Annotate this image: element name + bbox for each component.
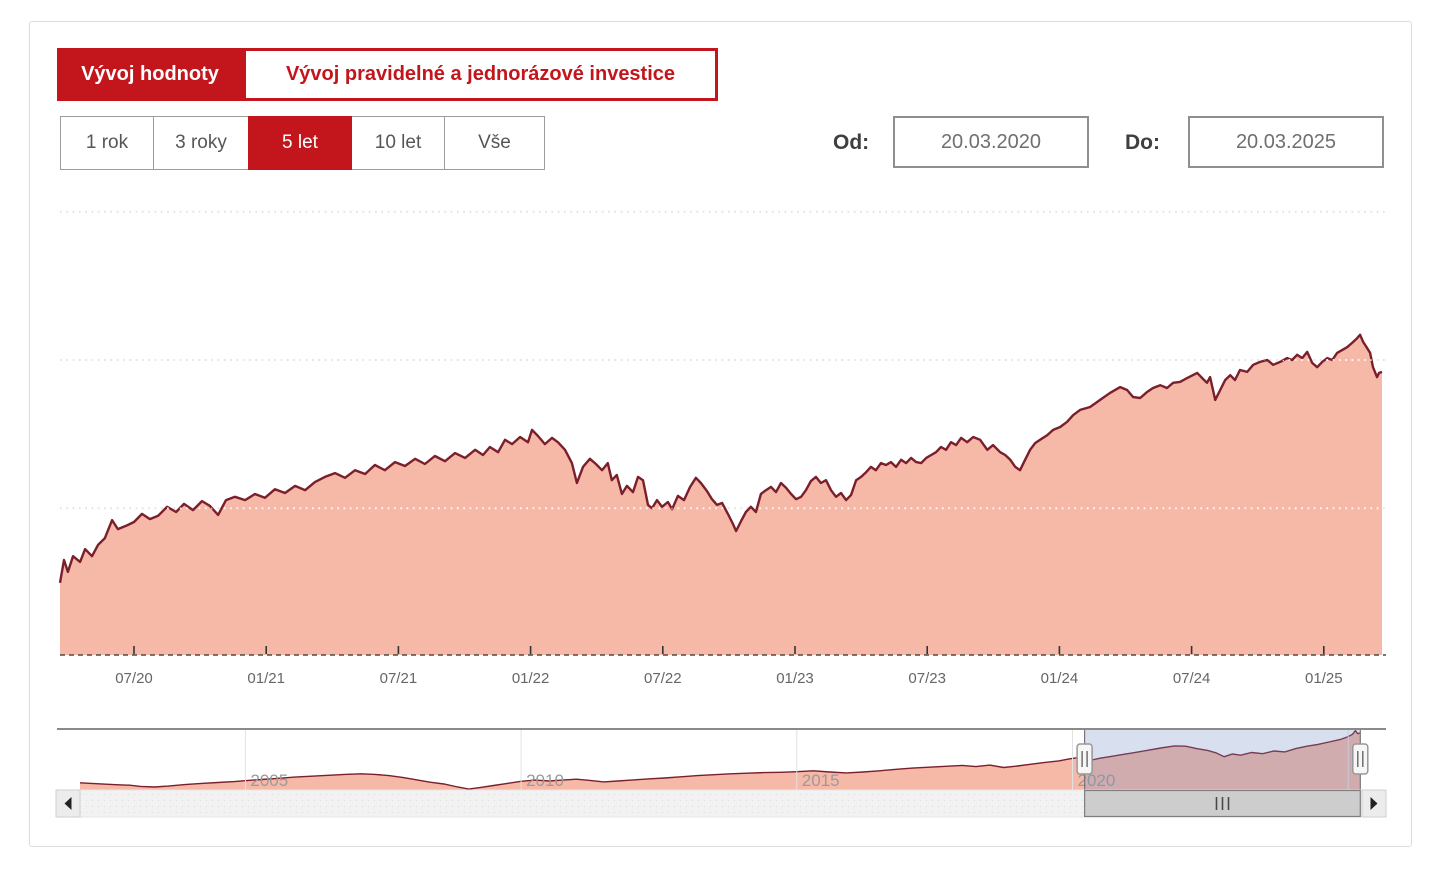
x-axis-label: 01/21: [247, 670, 285, 687]
navigator-year-label: 2020: [1078, 771, 1116, 790]
chart-tab-bar: Vývoj hodnoty Vývoj pravidelné a jednorá…: [57, 48, 718, 101]
navigator-right-handle[interactable]: [1352, 743, 1369, 775]
tab-vyvoj-hodnoty[interactable]: Vývoj hodnoty: [81, 63, 219, 85]
date-to-input[interactable]: 20.03.2025: [1188, 116, 1384, 168]
value-area-fill: [60, 334, 1382, 655]
x-axis-label: 07/22: [644, 670, 682, 687]
x-axis-label: 07/24: [1173, 670, 1211, 687]
range-button-vse[interactable]: Vše: [444, 116, 545, 170]
tab-vyvoj-investice[interactable]: Vývoj pravidelné a jednorázové investice: [246, 51, 715, 98]
navigator-year-label: 2015: [802, 771, 840, 790]
x-axis-label: 01/23: [776, 670, 814, 687]
scrollbar-left-arrow-icon: [64, 797, 72, 810]
date-to-label: Do:: [1125, 131, 1160, 154]
x-axis-label: 01/24: [1041, 670, 1079, 687]
navigator-line: [79, 729, 1361, 790]
x-axis-label: 07/20: [115, 670, 153, 687]
navigator-year-label: 2005: [250, 771, 288, 790]
navigator-scrollbar[interactable]: [55, 789, 1387, 818]
navigator-year-label: 2010: [526, 771, 564, 790]
navigator-window[interactable]: [57, 728, 1386, 792]
navigator-area-fill: [80, 730, 1361, 790]
x-axis-label: 01/25: [1305, 670, 1343, 687]
scrollbar-right-arrow-icon: [1370, 797, 1378, 810]
date-from-input[interactable]: 20.03.2020: [893, 116, 1089, 168]
navigator-window-mask[interactable]: [1084, 729, 1361, 791]
range-button-10let[interactable]: 10 let: [351, 116, 445, 170]
navigator-handles[interactable]: [1076, 743, 1369, 775]
value-line: [58, 333, 1383, 584]
scrollbar-right-button[interactable]: [1361, 789, 1387, 818]
range-button-1rok[interactable]: 1 rok: [60, 116, 154, 170]
x-axis-label: 07/23: [908, 670, 946, 687]
range-button-3roky[interactable]: 3 roky: [153, 116, 249, 170]
range-button-5let[interactable]: 5 let: [248, 116, 352, 170]
date-from-label: Od:: [833, 131, 870, 154]
navigator-left-handle[interactable]: [1076, 743, 1093, 775]
x-axis-label: 01/22: [512, 670, 550, 687]
x-axis-ticks: [133, 646, 1325, 654]
x-axis-label: 07/21: [380, 670, 418, 687]
range-selector: 1 rok 3 roky 5 let 10 let Vše: [60, 116, 545, 170]
navigator-mini-chart: 2005 2010 2015 2020: [79, 729, 1361, 790]
x-axis-labels: 07/20 01/21 07/21 01/22 07/22 01/23 07/23 01/24…: [115, 670, 1342, 687]
